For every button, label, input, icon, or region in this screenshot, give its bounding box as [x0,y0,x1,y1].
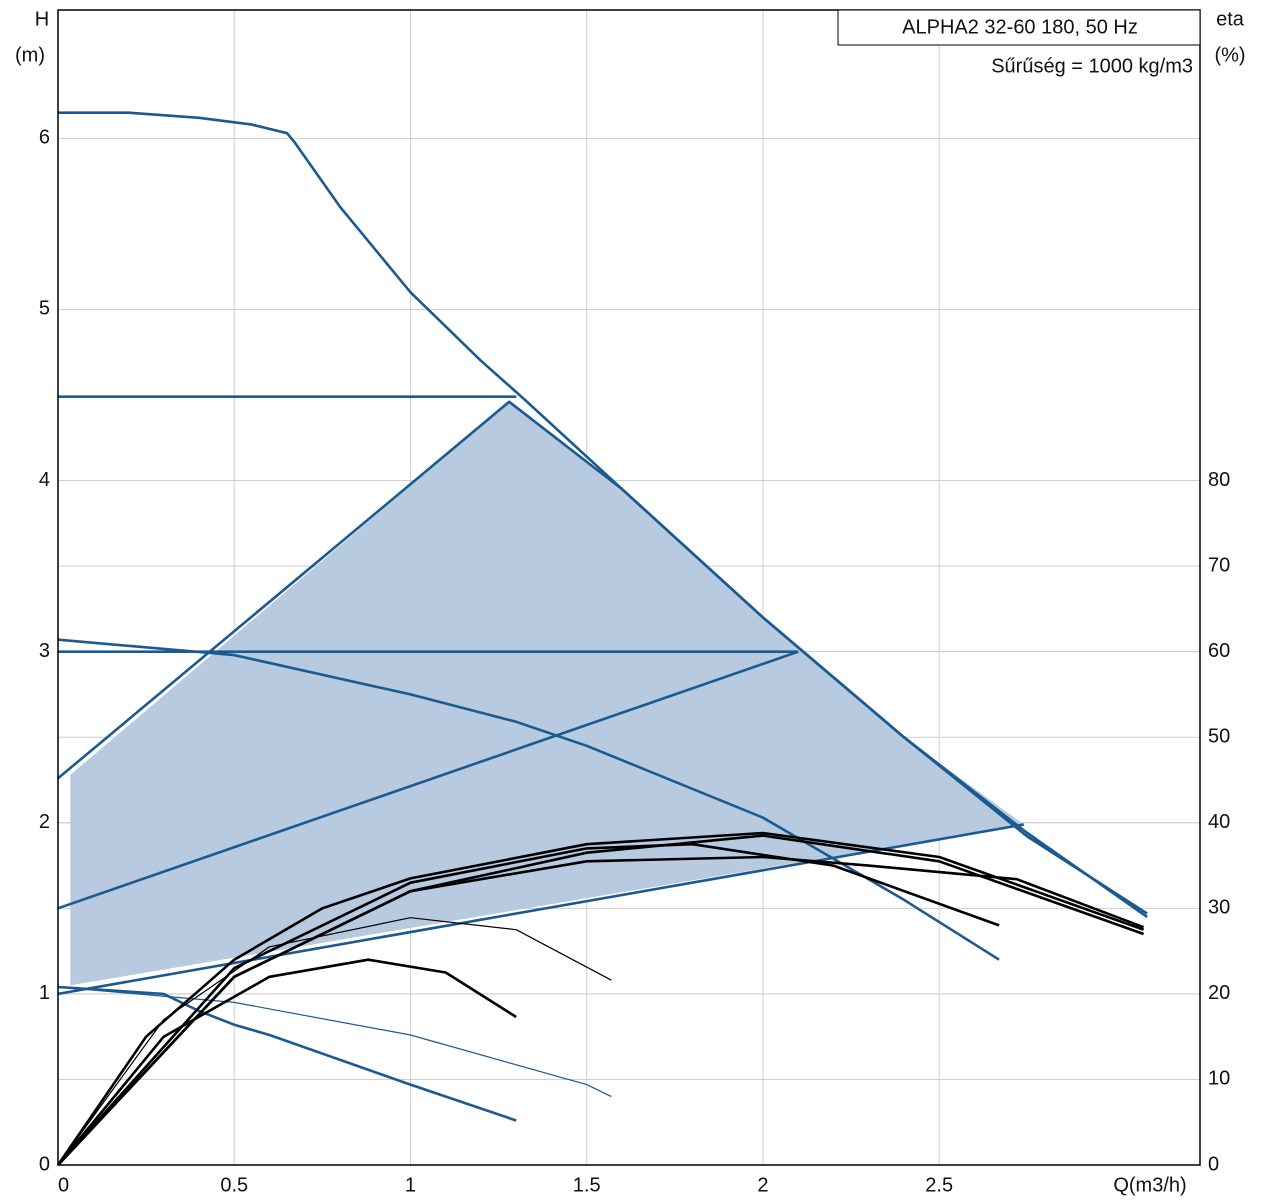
x-tick-label: 0.5 [220,1174,248,1196]
x-tick-label: 2 [757,1174,768,1196]
y-tick-label: 0 [39,1153,50,1175]
head-curve [57,638,1000,961]
efficiency-curve [56,958,517,1166]
y-tick-label: 2 [39,811,50,833]
y-tick-label: 5 [39,298,50,320]
x-tick-label: 2.5 [925,1174,953,1196]
y2-tick-label: 50 [1208,726,1230,748]
y2-axis-unit: (%) [1214,44,1245,66]
plot-frame [57,9,1201,1166]
y2-tick-label: 40 [1208,811,1230,833]
x-tick-label: 1.5 [573,1174,601,1196]
y2-tick-label: 0 [1208,1153,1219,1175]
head-curve [57,650,799,910]
y2-tick-label: 10 [1208,1068,1230,1090]
efficiency-curve [57,842,1000,1166]
y-tick-label: 6 [39,127,50,149]
legend-box [837,9,1201,46]
head-curve [57,985,517,1122]
x-axis-label: Q(m3/h) [1113,1174,1186,1196]
y2-tick-label: 80 [1208,469,1230,491]
x-tick-label: 1 [405,1174,416,1196]
y2-tick-label: 70 [1208,554,1230,576]
y2-tick-label: 30 [1208,897,1230,919]
head-curve [57,823,1025,996]
y-axis-label: H [35,8,49,30]
y-axis-unit: (m) [15,44,45,66]
y-tick-label: 1 [39,982,50,1004]
y2-axis-label: eta [1216,8,1245,30]
x-tick-label: 0 [58,1174,69,1196]
y-tick-label: 4 [39,469,50,491]
legend-title: ALPHA2 32-60 180, 50 Hz [902,16,1138,38]
y-tick-label: 3 [39,640,50,662]
y2-tick-label: 20 [1208,982,1230,1004]
head-curve [57,986,612,1098]
head-curve [57,400,1148,918]
efficiency-curve [57,855,1145,1166]
legend-density: Sűrűség = 1000 kg/m3 [991,55,1193,77]
y2-tick-label: 60 [1208,640,1230,662]
operating-area [70,401,1024,986]
efficiency-curve [57,917,612,1166]
